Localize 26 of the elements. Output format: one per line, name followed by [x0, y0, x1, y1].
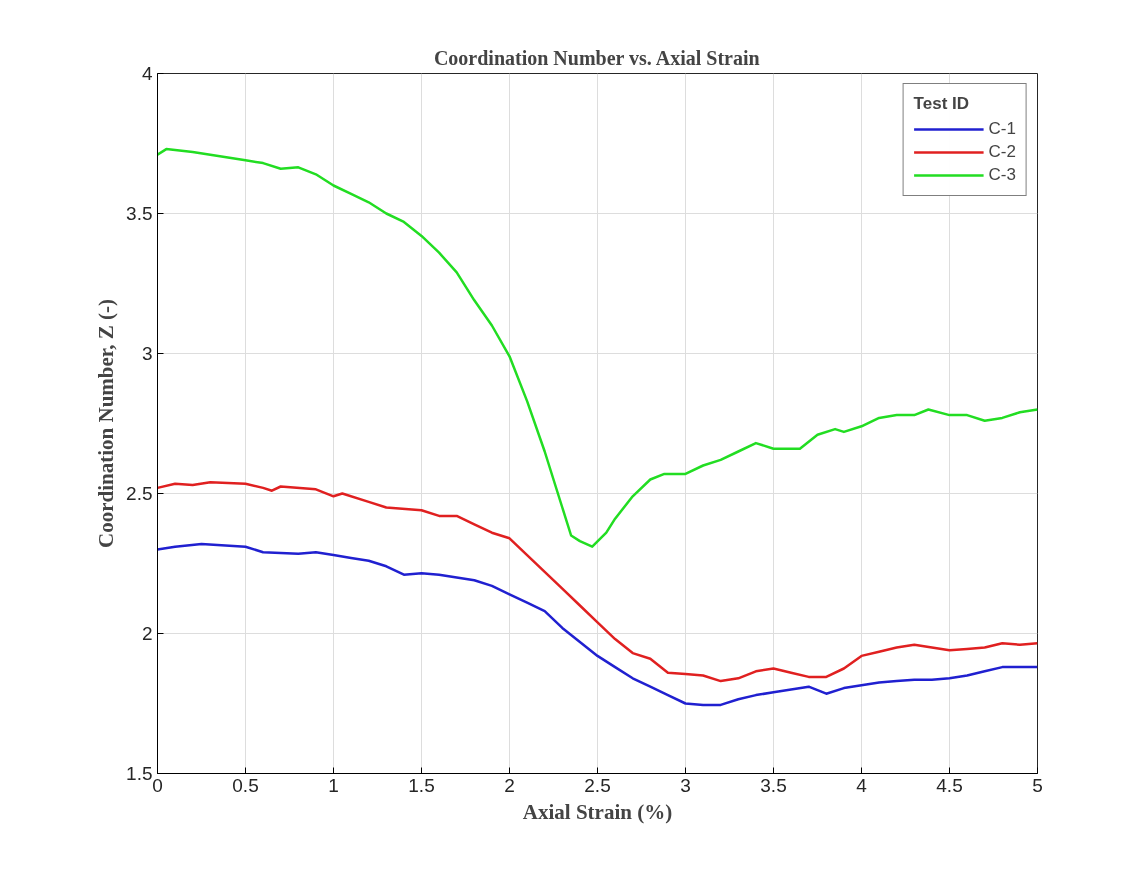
- x-tick-label: 3: [680, 774, 691, 796]
- y-tick-label: 4: [141, 63, 153, 84]
- y-tick-label: 2: [141, 623, 153, 644]
- x-tick-label: 0.5: [232, 774, 259, 796]
- y-axis-title: Coordination Number, Z (-): [94, 299, 119, 548]
- x-tick-label: 4: [856, 774, 868, 796]
- x-axis-title: Axial Strain (%): [522, 799, 673, 824]
- x-tick-label: 5: [1032, 774, 1043, 796]
- chart-title: Coordination Number vs. Axial Strain: [433, 46, 760, 69]
- x-tick-label: 0: [152, 774, 163, 796]
- line-series: [157, 542, 1038, 707]
- y-tick-label: 3.5: [126, 203, 153, 224]
- x-tick-label: 4.5: [936, 774, 963, 796]
- line-series: [157, 147, 1038, 548]
- x-tick-label: 3.5: [760, 774, 787, 796]
- legend-label: C-1: [988, 119, 1016, 139]
- x-tick-label: 1.5: [408, 774, 435, 796]
- legend-label: C-3: [988, 165, 1016, 185]
- legend-label: C-2: [988, 142, 1016, 162]
- x-tick-label: 1: [328, 774, 339, 796]
- x-tick-label: 2.5: [584, 774, 611, 796]
- legend-title: Test ID: [913, 94, 970, 114]
- y-tick-label: 3: [141, 343, 153, 364]
- line-series: [157, 481, 1038, 683]
- x-tick-label: 2: [504, 774, 515, 796]
- y-tick-label: 2.5: [126, 483, 153, 504]
